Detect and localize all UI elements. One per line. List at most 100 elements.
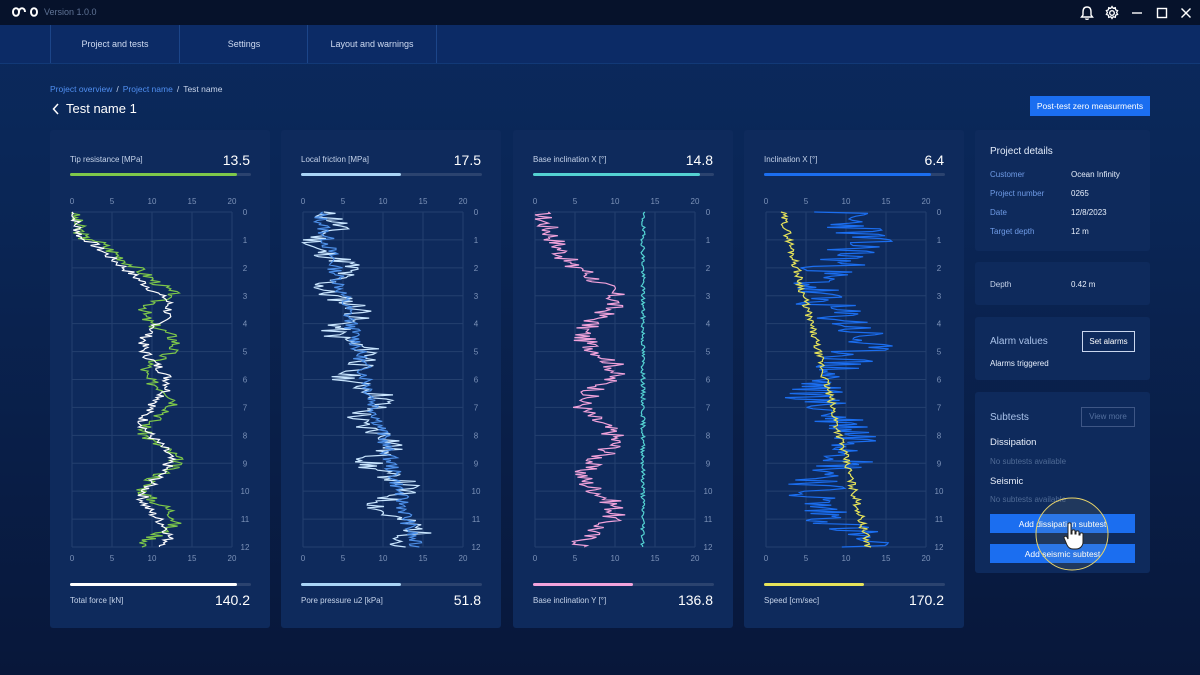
breadcrumb-project-name[interactable]: Project name [122,84,173,94]
top-metric-bar [301,173,482,176]
top-metric-label: Inclination X [°] [764,155,818,164]
detail-value: 12 m [1071,227,1089,236]
depth-tick-label: 10 [935,487,944,496]
x-tick-label-top: 5 [573,197,578,206]
nav-layout-and-warnings[interactable]: Layout and warnings [307,25,437,63]
x-tick-label-top: 5 [110,197,115,206]
depth-tick-label: 12 [472,543,481,552]
nav-project-and-tests[interactable]: Project and tests [50,25,179,63]
depth-tick-label: 11 [472,515,481,524]
set-alarms-button[interactable]: Set alarms [1082,331,1135,352]
x-tick-label-bottom: 10 [611,554,620,563]
chart-card-1: Tip resistance [MPa] 13.5 0 0 5 5 10 10 15 15 20… [50,130,270,628]
x-tick-label-bottom: 20 [228,554,237,563]
chart-card-4: Inclination X [°] 6.4 0 0 5 5 10 10 15 15 20 20 0 1… [744,130,964,628]
depth-tick-label: 9 [474,459,479,468]
depth-tick-label: 0 [243,208,248,217]
bottom-metric-value: 51.8 [453,592,481,608]
depth-tick-label: 0 [937,208,942,217]
inclination-x-trace [784,211,894,548]
bell-icon[interactable] [1078,4,1096,22]
gear-icon[interactable] [1103,4,1121,22]
depth-tick-label: 5 [474,348,479,357]
depth-tick-label: 8 [474,431,479,440]
bottom-metric-label: Base inclination Y [°] [533,596,607,605]
maximize-icon[interactable] [1153,4,1171,22]
depth-tick-label: 12 [704,543,713,552]
bottom-metric-label: Pore pressure u2 [kPa] [301,596,383,605]
x-tick-label-top: 10 [611,197,620,206]
page-title: Test name 1 [52,101,137,116]
breadcrumb-project-overview[interactable]: Project overview [50,84,113,94]
x-tick-label-top: 15 [419,197,428,206]
depth-tick-label: 11 [241,515,250,524]
add-dissipation-subtest-button[interactable]: Add dissipation subtest [990,514,1135,533]
x-tick-label-top: 10 [148,197,157,206]
x-tick-label-bottom: 5 [110,554,115,563]
depth-tick-label: 6 [243,376,248,385]
x-tick-label-bottom: 20 [922,554,931,563]
x-tick-label-top: 0 [301,197,306,206]
back-chevron-icon[interactable] [52,102,60,115]
depth-tick-label: 6 [474,376,479,385]
main-nav: Project and tests Settings Layout and wa… [0,25,1200,64]
depth-tick-label: 11 [935,515,944,524]
top-metric-bar [533,173,714,176]
x-tick-label-bottom: 10 [148,554,157,563]
detail-key: Project number [990,189,1045,198]
x-tick-label-bottom: 5 [341,554,346,563]
local-friction-trace [300,211,432,548]
close-icon[interactable] [1177,4,1195,22]
total-force-trace [70,211,177,547]
x-tick-label-top: 20 [922,197,931,206]
nav-settings[interactable]: Settings [179,25,308,63]
x-tick-label-top: 5 [341,197,346,206]
minimize-icon[interactable] [1128,4,1146,22]
alarm-values-title: Alarm values [990,336,1048,347]
x-tick-label-top: 20 [459,197,468,206]
bottom-metric-value: 136.8 [677,592,713,608]
top-metric-value: 13.5 [222,152,250,168]
cursor-highlight [1035,497,1109,571]
x-tick-label-bottom: 15 [188,554,197,563]
depth-tick-label: 2 [474,264,479,273]
tip-resistance-trace [71,212,184,548]
top-metric-label: Local friction [MPa] [301,155,370,164]
breadcrumb-current: Test name [183,84,223,94]
version-label: Version 1.0.0 [44,7,97,17]
depth-tick-label: 4 [243,320,248,329]
depth-tick-label: 1 [243,236,248,245]
alarm-panel: Alarm values Set alarms Alarms triggered [975,317,1150,380]
depth-tick-label: 2 [706,264,711,273]
title-bar: Version 1.0.0 [0,0,1200,25]
depth-tick-label: 4 [474,320,479,329]
x-tick-label-bottom: 20 [459,554,468,563]
depth-tick-label: 11 [704,515,713,524]
x-tick-label-bottom: 0 [301,554,306,563]
depth-label: Depth [990,280,1012,289]
depth-tick-label: 0 [474,208,479,217]
depth-tick-label: 10 [704,487,713,496]
x-tick-label-bottom: 0 [764,554,769,563]
view-more-button[interactable]: View more [1081,407,1135,427]
top-metric-value: 6.4 [924,152,944,168]
depth-tick-label: 3 [937,292,942,301]
bottom-metric-bar [533,583,714,586]
depth-tick-label: 6 [706,376,711,385]
depth-tick-label: 2 [243,264,248,273]
depth-tick-label: 7 [706,403,711,412]
chart-card-2: Local friction [MPa] 17.5 0 0 5 5 10 10 15 15 20… [281,130,501,628]
post-test-zero-button[interactable]: Post-test zero measurments [1030,96,1150,116]
depth-tick-label: 3 [474,292,479,301]
depth-tick-label: 8 [706,431,711,440]
dissipation-title: Dissipation [990,437,1037,448]
depth-tick-label: 9 [706,459,711,468]
top-metric-bar [764,173,945,176]
hand-cursor-icon [1063,522,1084,550]
x-tick-label-top: 15 [651,197,660,206]
x-tick-label-top: 20 [228,197,237,206]
depth-tick-label: 8 [243,431,248,440]
x-tick-label-top: 10 [842,197,851,206]
depth-panel: Depth 0.42 m [975,262,1150,305]
x-tick-label-bottom: 0 [533,554,538,563]
